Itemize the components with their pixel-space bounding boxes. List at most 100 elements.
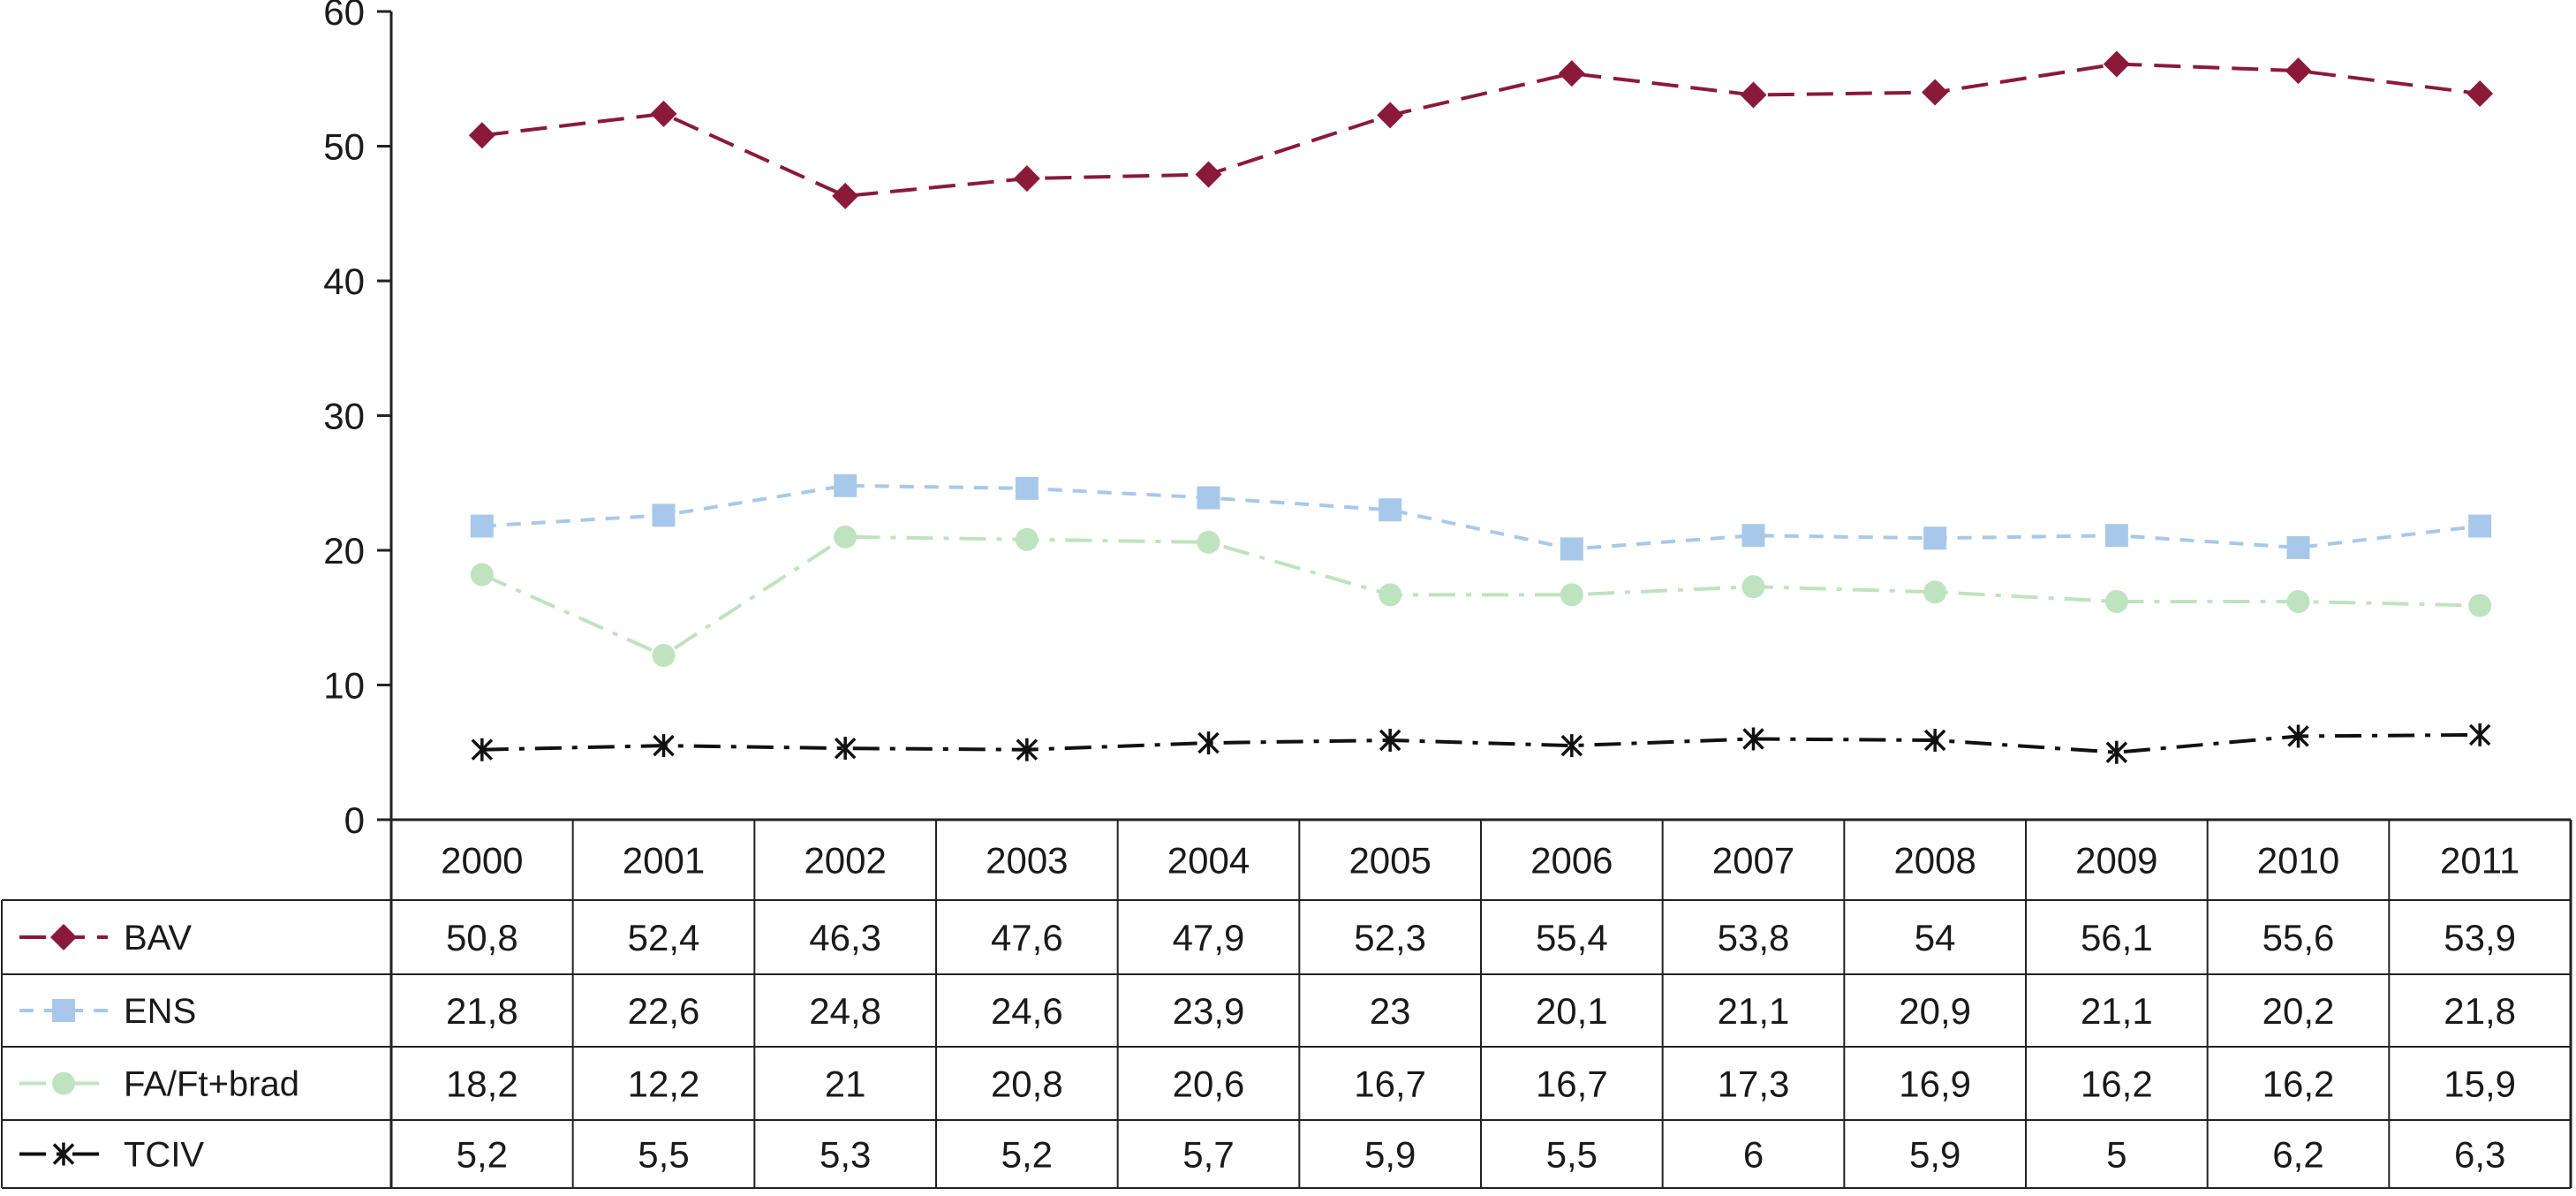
data-table-cell: 23,9	[1173, 990, 1245, 1032]
legend-label: FA/Ft+brad	[124, 1065, 299, 1104]
data-table-cell: 24,6	[991, 990, 1063, 1032]
data-point	[1379, 498, 1402, 522]
legend-label: TCIV	[124, 1136, 204, 1175]
data-point	[1379, 583, 1402, 607]
x-category-label: 2011	[2440, 840, 2519, 882]
x-category-label: 2001	[623, 840, 705, 882]
x-category-label: 2003	[986, 840, 1068, 882]
data-table-cell: 20,2	[2262, 990, 2335, 1032]
data-point	[650, 100, 677, 127]
data-point	[2104, 589, 2128, 613]
x-category-label: 2008	[1893, 840, 1975, 882]
legend-key-marker	[50, 924, 77, 950]
data-point	[832, 182, 859, 209]
data-point	[1740, 81, 1767, 109]
legend-key-marker	[52, 1071, 75, 1095]
data-table-cell: 21	[825, 1064, 866, 1105]
data-table-cell: 16,7	[1536, 1064, 1608, 1105]
data-table-cell: 5,3	[820, 1134, 871, 1176]
data-table-cell: 6,2	[2272, 1134, 2323, 1176]
data-point	[468, 122, 495, 149]
data-point	[2466, 80, 2494, 108]
series-line-tciv	[481, 732, 2481, 754]
data-table-cell: 5,5	[1546, 1134, 1598, 1176]
data-point	[1197, 731, 1220, 755]
data-table-cell: 16,7	[1354, 1064, 1426, 1105]
data-table-cell: 18,2	[446, 1064, 518, 1105]
x-category-label: 2007	[1712, 840, 1794, 882]
data-table-cell: 52,4	[628, 917, 700, 958]
data-point	[1560, 537, 1583, 561]
data-point	[1560, 734, 1583, 758]
data-point	[1923, 580, 1947, 604]
data-table-cell: 5,7	[1182, 1134, 1234, 1176]
x-category-label: 2009	[2075, 840, 2157, 882]
data-point	[2468, 723, 2491, 746]
data-table-cell: 12,2	[628, 1064, 700, 1105]
data-point	[1016, 738, 1039, 761]
data-table-cell: 53,9	[2444, 917, 2516, 958]
data-point	[1013, 165, 1040, 193]
x-category-label: 2010	[2257, 840, 2339, 882]
x-category-label: 2004	[1167, 840, 1250, 882]
data-table-cell: 5,5	[638, 1134, 689, 1176]
data-point	[2468, 594, 2492, 617]
data-point	[1922, 79, 1949, 106]
data-table-cell: 5,9	[1364, 1134, 1416, 1176]
data-table-cell: 52,3	[1354, 917, 1426, 958]
data-table-cell: 46,3	[809, 917, 881, 958]
series-line-bav	[481, 62, 2481, 198]
y-tick-label: 0	[344, 799, 365, 841]
data-point	[1197, 486, 1220, 510]
legend-key-marker	[52, 999, 75, 1022]
data-point	[1742, 727, 1764, 751]
data-point	[2468, 514, 2492, 538]
data-table-cell: 6,3	[2454, 1134, 2505, 1176]
data-point	[1741, 524, 1765, 548]
data-point	[1377, 102, 1404, 129]
data-table-cell: 5,2	[457, 1134, 508, 1176]
data-point	[1015, 527, 1039, 551]
y-tick-label: 10	[323, 665, 365, 707]
data-point	[471, 738, 494, 761]
data-point	[470, 563, 494, 587]
data-table-cell: 47,9	[1173, 917, 1245, 958]
data-table-cell: 21,1	[2081, 990, 2153, 1032]
data-table-cell: 16,9	[1899, 1064, 1971, 1105]
data-table-cell: 20,1	[1536, 990, 1608, 1032]
data-table-cell: 47,6	[991, 917, 1063, 958]
data-table-cell: 15,9	[2444, 1064, 2516, 1105]
data-point	[2105, 740, 2128, 764]
data-point	[2285, 57, 2312, 85]
data-table-cell: 23	[1370, 990, 1411, 1032]
data-point	[1197, 530, 1220, 554]
data-point	[2286, 589, 2310, 613]
data-table-cell: 17,3	[1718, 1064, 1790, 1105]
data-point	[834, 473, 857, 497]
data-table-cell: 20,8	[991, 1064, 1063, 1105]
data-table-cell: 54	[1915, 917, 1956, 958]
data-point	[1923, 729, 1946, 753]
data-table-cell: 22,6	[628, 990, 700, 1032]
data-table-cell: 5	[2106, 1134, 2127, 1176]
data-point	[1923, 526, 1947, 550]
data-table-cell: 5,2	[1001, 1134, 1053, 1176]
data-point	[1195, 161, 1222, 188]
data-table-cell: 20,6	[1173, 1064, 1245, 1105]
data-point	[652, 643, 676, 667]
data-point	[834, 737, 857, 761]
data-point	[1560, 583, 1583, 607]
y-tick-label: 40	[323, 261, 365, 302]
data-point	[652, 503, 676, 527]
data-table-cell: 20,9	[1899, 990, 1971, 1032]
data-point	[2104, 524, 2128, 548]
data-point	[1558, 60, 1585, 87]
data-table-cell: 21,8	[2444, 990, 2516, 1032]
x-category-label: 2005	[1348, 840, 1431, 882]
data-point	[470, 514, 494, 538]
data-point	[2286, 535, 2310, 559]
y-tick-label: 30	[323, 396, 365, 437]
data-point	[653, 734, 675, 758]
data-table-cell: 53,8	[1718, 917, 1790, 958]
series-line-ens	[481, 483, 2481, 551]
